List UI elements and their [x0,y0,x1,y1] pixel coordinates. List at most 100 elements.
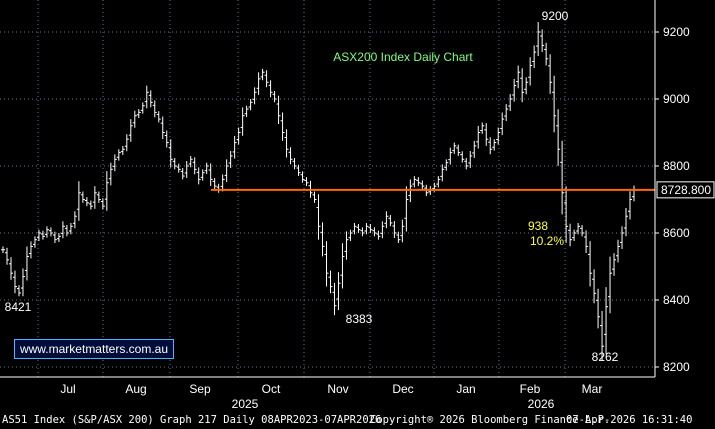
ohlc-bar [448,147,453,165]
ohlc-bar [584,230,589,254]
ohlc-bar [516,65,521,89]
ohlc-bar [192,157,197,175]
annotation-label: 9200 [542,9,569,23]
ohlc-bar [80,191,85,203]
ohlc-bar [116,149,121,161]
ohlc-bar [312,191,317,203]
ohlc-bar [444,159,449,171]
ohlc-bar [8,257,13,280]
ohlc-bar [340,243,345,289]
ohlc-bar [56,233,61,243]
ohlc-bar [552,75,557,133]
ohlc-bar [500,112,505,136]
y-tick-label: 8600 [663,226,690,240]
price-label-box [656,181,715,199]
ohlc-bar [364,222,369,235]
ohlc-bar [240,107,245,136]
grid [0,0,655,377]
ohlc-bar [560,140,565,215]
ohlc-bar [212,178,217,190]
annotation-label: 8383 [346,312,373,326]
ohlc-bar [184,161,189,179]
ohlc-bar [352,222,357,235]
ohlc-bar [48,227,53,237]
ohlc-bar [612,253,617,276]
ohlc-bar [180,168,185,180]
ohlc-bar [216,183,221,193]
ohlc-bar [172,157,177,170]
ohlc-bar [532,45,537,69]
ohlc-bar [440,164,445,182]
ohlc-bar [540,29,545,53]
ohlc-bar [412,176,417,188]
ohlc-bar [248,99,253,111]
ohlc-bar [12,270,17,294]
ohlc-bar [304,177,309,187]
ohlc-bar [316,194,321,240]
year-label: 2026 [528,397,555,411]
ohlc-bar [384,211,389,229]
website-watermark: www.marketmatters.com.au [14,339,174,359]
y-tick-label: 8400 [663,293,690,307]
ohlc-bar [220,174,225,192]
ohlc-bar [520,68,525,103]
ohlc-bar [368,223,373,233]
ohlc-bar [588,241,593,287]
ohlc-bar [464,157,469,170]
ohlc-bar [176,163,181,173]
footer-middle: Copyright® 2026 Bloomberg Finance L.P. [370,414,611,426]
ohlc-bar [108,162,113,186]
x-tick-label: Oct [262,382,281,396]
ohlc-bar [328,270,333,294]
ohlc-bar [260,68,265,81]
y-tick-label: 9000 [663,92,690,106]
ohlc-bar [68,222,73,235]
ohlc-bar [604,287,609,354]
ohlc-bar [112,154,117,172]
ohlc-bar [468,150,473,168]
ohlc-bar [88,200,93,210]
x-tick-label: Mar [582,382,603,396]
ohlc-bar [624,207,629,237]
annotation-label: 10.2% [530,234,564,248]
ohlc-bar [20,268,25,297]
ohlc-bar [104,171,109,211]
ohlc-bar [292,157,297,170]
ohlc-bar [124,134,129,152]
ohlc-bar [632,185,636,202]
ohlc-bar [224,159,229,183]
ohlc-bar [436,176,441,188]
ohlc-bar [96,191,101,203]
ohlc-bar [156,111,161,123]
ohlc-bar [628,191,633,220]
ohlc-bar [148,90,153,108]
ohlc-bar [344,231,349,260]
ohlc-bar [512,78,517,102]
ohlc-bar [140,102,145,114]
ohlc-bar [120,145,125,155]
ohlc-bar [144,85,149,109]
ohlc-bar [460,151,465,163]
ohlc-bar [504,104,509,122]
ohlc-bar [72,211,77,229]
ohlc-bar [44,226,49,238]
ohlc-bar [36,229,41,242]
ohlc-bar [196,167,201,185]
ohlc-bar [420,180,425,190]
ohlc-bar [372,227,377,237]
ohlc-bar [476,125,481,149]
ohlc-bar [544,42,549,66]
ohlc-bar [380,221,385,239]
ohlc-bar [4,247,9,265]
ohlc-bar [360,227,365,237]
ohlc-bar [160,116,165,140]
ohlc-bar [416,177,421,187]
ohlc-bar [336,272,341,311]
ohlc-bar [600,311,605,361]
level-line-group: 8728.800 [211,181,715,199]
ohlc-bar [252,87,257,105]
price-bars [1,22,636,361]
ohlc-bar [296,164,301,177]
x-tick-label: Dec [392,382,413,396]
